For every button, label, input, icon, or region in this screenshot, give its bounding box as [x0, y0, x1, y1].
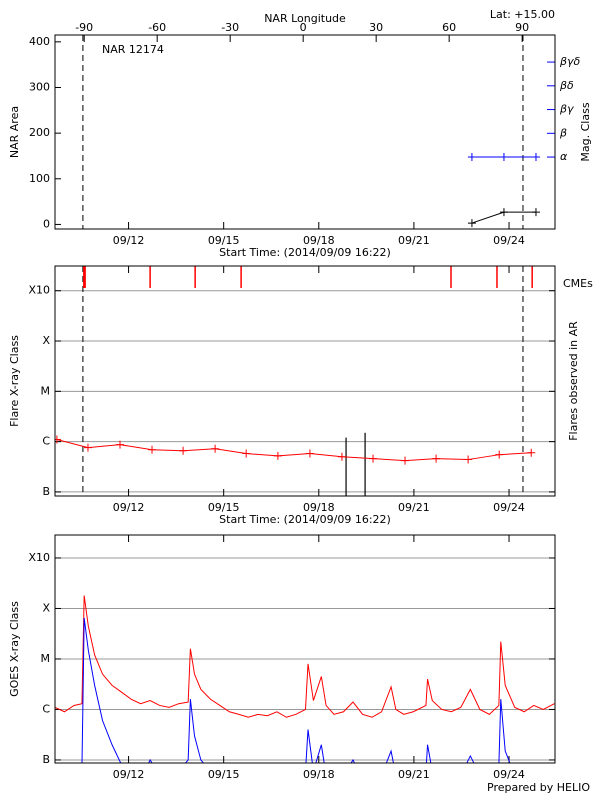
x-tick-label: 09/15: [208, 234, 240, 247]
y2-axis-label: Mag. Class: [579, 102, 592, 161]
y2-tick-label: β: [559, 126, 567, 139]
plot-area: [55, 266, 536, 496]
y-tick-label: 300: [29, 80, 50, 93]
y2-axis-label: Flares observed in AR: [567, 321, 580, 441]
x2-tick-label: 30: [369, 21, 383, 34]
x2-axis-label: NAR Longitude: [264, 12, 346, 25]
y-tick-label: 200: [29, 126, 50, 139]
plot-area: [55, 595, 555, 763]
x-tick-label: 09/21: [398, 768, 430, 781]
series-line: [55, 595, 555, 718]
x-tick-label: 09/12: [113, 234, 145, 247]
x2-tick-label: 0: [300, 21, 307, 34]
x-tick-label: 09/18: [303, 501, 335, 514]
point-marker: [499, 208, 508, 217]
point-marker: [527, 448, 536, 457]
y-tick-label: X: [42, 334, 50, 347]
y-tick-label: M: [41, 652, 51, 665]
x-tick-label: 09/24: [493, 501, 525, 514]
y-tick-label: C: [42, 435, 50, 448]
y-tick-label: B: [42, 753, 50, 766]
point-marker: [499, 153, 508, 162]
point-marker: [369, 454, 378, 463]
chart-title: NAR 12174: [102, 43, 164, 56]
y-tick-label: X10: [28, 551, 50, 564]
y2-tick-label: βγ: [559, 103, 574, 116]
x-tick-label: 09/24: [493, 234, 525, 247]
point-marker: [242, 449, 251, 458]
y-axis-label: Flare X-ray Class: [8, 335, 21, 427]
point-marker: [401, 456, 410, 465]
series-line: [81, 617, 511, 763]
point-marker: [464, 455, 473, 464]
x-tick-label: 09/12: [113, 768, 145, 781]
x2-tick-label: 60: [442, 21, 456, 34]
y2-tick-label: βδ: [559, 79, 574, 92]
y-tick-label: C: [42, 702, 50, 715]
plot-frame: [54, 34, 556, 230]
point-marker: [83, 443, 92, 452]
chart-subtitle: Lat: +15.00: [490, 8, 555, 21]
point-marker: [211, 444, 220, 453]
x2-tick-label: -90: [75, 21, 93, 34]
x-tick-label: 09/18: [303, 768, 335, 781]
point-marker: [495, 450, 504, 459]
x-axis-label: Start Time: (2014/09/09 16:22): [219, 513, 391, 526]
x-tick-label: 09/18: [303, 234, 335, 247]
y-tick-label: X10: [28, 284, 50, 297]
point-marker: [337, 452, 346, 461]
y-tick-label: M: [41, 384, 51, 397]
point-marker: [531, 208, 540, 217]
y-axis-label: NAR Area: [8, 106, 21, 158]
x-tick-label: 09/21: [398, 501, 430, 514]
x-axis-label: Start Time: (2014/09/09 16:22): [219, 246, 391, 259]
cme-label: CMEs: [563, 277, 593, 290]
point-marker: [305, 449, 314, 458]
x-tick-label: 09/15: [208, 768, 240, 781]
point-marker: [531, 153, 540, 162]
point-marker: [179, 446, 188, 455]
footer: Prepared by HELIO: [487, 781, 590, 794]
x2-tick-label: -60: [148, 21, 166, 34]
series-line: [56, 439, 532, 462]
point-marker: [432, 454, 441, 463]
point-marker: [467, 153, 476, 162]
x2-tick-label: 90: [515, 21, 529, 34]
y-axis-label: GOES X-ray Class: [8, 601, 21, 697]
x-tick-label: 09/15: [208, 501, 240, 514]
point-marker: [55, 435, 61, 444]
point-marker: [148, 445, 157, 454]
y2-tick-label: α: [560, 150, 568, 163]
y-tick-label: B: [42, 485, 50, 498]
y-tick-label: X: [42, 601, 50, 614]
point-marker: [273, 451, 282, 460]
x2-tick-label: -30: [221, 21, 239, 34]
y2-tick-label: βγδ: [559, 55, 581, 68]
y-tick-label: 100: [29, 172, 50, 185]
plot-area: [82, 35, 540, 229]
x-tick-label: 09/24: [493, 768, 525, 781]
plot-frame: [54, 534, 556, 764]
plot-frame: [54, 265, 556, 497]
point-marker: [467, 219, 476, 228]
y-tick-label: 400: [29, 35, 50, 48]
point-marker: [115, 440, 124, 449]
x-tick-label: 09/21: [398, 234, 430, 247]
x-tick-label: 09/12: [113, 501, 145, 514]
y-tick-label: 0: [43, 217, 50, 230]
